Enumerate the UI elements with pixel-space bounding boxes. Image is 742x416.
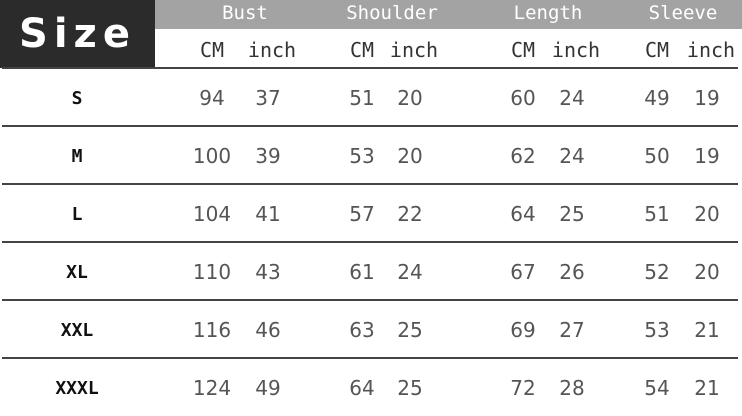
size-label: XXXL <box>55 378 99 399</box>
unit-cm-label: CM <box>644 38 670 62</box>
unit-inch-label: inch <box>686 38 736 62</box>
measure-cell: 57 <box>349 202 375 226</box>
unit-cm-label: CM <box>349 38 375 62</box>
measure-cell: 53 <box>644 318 670 342</box>
measure-cell: 20 <box>397 144 423 168</box>
group-header-shoulder: Shoulder <box>346 2 438 24</box>
measure-cell: 20 <box>694 260 720 284</box>
measure-cell: 26 <box>559 260 585 284</box>
measure-cell: 94 <box>199 86 225 110</box>
measure-cell: 104 <box>192 202 232 226</box>
group-header-length: Length <box>513 2 583 24</box>
measure-cell: 116 <box>192 318 232 342</box>
divider <box>2 357 738 359</box>
measure-cell: 43 <box>255 260 281 284</box>
measure-cell: 25 <box>397 318 423 342</box>
measure-cell: 54 <box>644 376 670 400</box>
measure-cell: 22 <box>397 202 423 226</box>
unit-inch-label: inch <box>389 38 439 62</box>
measure-cell: 110 <box>192 260 232 284</box>
measure-cell: 52 <box>644 260 670 284</box>
measure-cell: 61 <box>349 260 375 284</box>
measure-cell: 64 <box>510 202 536 226</box>
measure-cell: 21 <box>694 376 720 400</box>
measure-cell: 28 <box>559 376 585 400</box>
measure-cell: 39 <box>255 144 281 168</box>
size-label: XL <box>66 262 88 283</box>
size-header: Size <box>0 0 155 68</box>
measure-cell: 19 <box>694 144 720 168</box>
unit-inch-label: inch <box>247 38 297 62</box>
measure-cell: 19 <box>694 86 720 110</box>
table-row: M 100 39 53 20 62 24 50 19 <box>0 126 742 184</box>
measure-cell: 27 <box>559 318 585 342</box>
measure-cell: 124 <box>192 376 232 400</box>
measure-cell: 24 <box>397 260 423 284</box>
measure-cell: 20 <box>694 202 720 226</box>
measure-cell: 100 <box>192 144 232 168</box>
group-header-bust: Bust <box>222 2 268 24</box>
size-label: M <box>71 146 83 167</box>
table-row: XL 110 43 61 24 67 26 52 20 <box>0 242 742 300</box>
group-header-sleeve: Sleeve <box>648 2 718 24</box>
measure-cell: 72 <box>510 376 536 400</box>
measure-cell: 37 <box>255 86 281 110</box>
unit-cm-label: CM <box>510 38 536 62</box>
measure-cell: 25 <box>559 202 585 226</box>
measure-cell: 49 <box>644 86 670 110</box>
measure-cell: 20 <box>397 86 423 110</box>
divider <box>2 183 738 185</box>
table-row: XXXL 124 49 64 25 72 28 54 21 <box>0 358 742 416</box>
unit-cm-label: CM <box>199 38 225 62</box>
divider <box>2 299 738 301</box>
measure-cell: 24 <box>559 86 585 110</box>
divider <box>2 125 738 127</box>
measure-cell: 21 <box>694 318 720 342</box>
table-row: S 94 37 51 20 60 24 49 19 <box>0 68 742 126</box>
measure-cell: 53 <box>349 144 375 168</box>
table-row: L 104 41 57 22 64 25 51 20 <box>0 184 742 242</box>
divider <box>2 241 738 243</box>
measure-cell: 67 <box>510 260 536 284</box>
measure-cell: 41 <box>255 202 281 226</box>
size-label: L <box>71 204 83 225</box>
measure-cell: 51 <box>644 202 670 226</box>
size-label: S <box>71 88 83 109</box>
unit-inch-label: inch <box>551 38 601 62</box>
measure-cell: 64 <box>349 376 375 400</box>
measure-cell: 46 <box>255 318 281 342</box>
measure-cell: 69 <box>510 318 536 342</box>
group-header-band <box>155 0 742 29</box>
divider <box>2 67 738 69</box>
measure-cell: 24 <box>559 144 585 168</box>
measure-cell: 25 <box>397 376 423 400</box>
measure-cell: 50 <box>644 144 670 168</box>
measure-cell: 49 <box>255 376 281 400</box>
measure-cell: 60 <box>510 86 536 110</box>
measure-cell: 63 <box>349 318 375 342</box>
measure-cell: 51 <box>349 86 375 110</box>
size-label: XXL <box>60 320 94 341</box>
table-row: XXL 116 46 63 25 69 27 53 21 <box>0 300 742 358</box>
measure-cell: 62 <box>510 144 536 168</box>
